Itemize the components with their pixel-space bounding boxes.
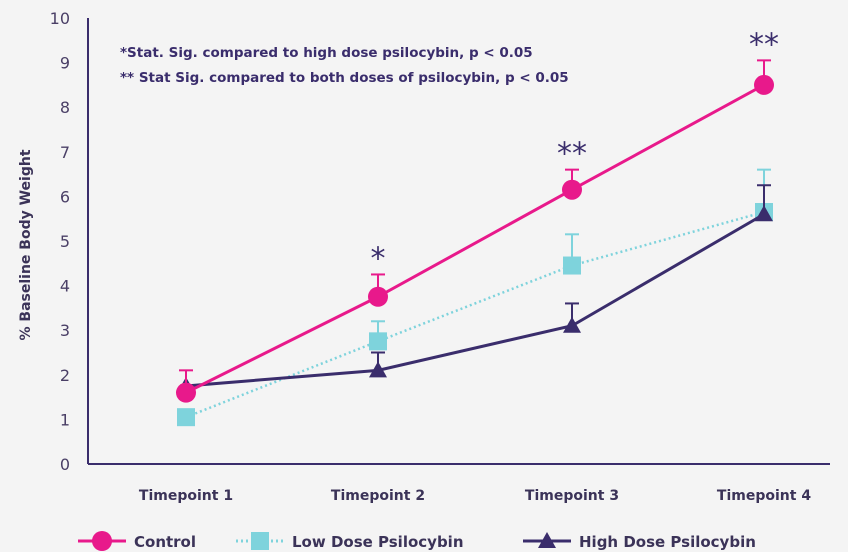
annotations: *Stat. Sig. compared to high dose psiloc… [120,45,569,86]
series-1 [177,168,773,427]
y-tick-label-8: 8 [60,98,70,117]
data-point-2-3 [755,205,773,222]
y-axis-label: % Baseline Body Weight [18,149,34,340]
y-tick-label-2: 2 [60,366,70,385]
data-point-2-2 [563,316,581,333]
y-tick-label-1: 1 [60,410,70,429]
data-point-1-2 [563,256,581,275]
legend-item-0: Control [78,531,196,551]
data-point-1-0 [177,408,195,427]
significance-marker-2: ** [557,137,587,172]
y-tick-label-9: 9 [60,54,70,73]
series-2 [177,184,773,393]
y-tick-label-5: 5 [60,232,70,251]
y-tick-label-0: 0 [60,455,70,474]
series-line-2 [185,212,765,388]
y-tick-label-10: 10 [50,9,70,28]
y-tick-label-6: 6 [60,187,70,206]
legend-marker-1 [251,532,269,550]
data-point-0-0 [176,382,196,403]
legend-label-2: High Dose Psilocybin [579,533,756,551]
series-0 [176,59,774,403]
x-tick-label-1: Timepoint 1 [139,488,233,504]
legend-label-0: Control [134,533,196,551]
series-layer [176,59,774,427]
x-tick-label-2: Timepoint 2 [331,488,425,504]
y-tick-label-3: 3 [60,321,70,340]
significance-marker-1: * [371,241,386,276]
legend: Control Low Dose Psilocybin High Dose Psil… [78,531,756,551]
significance-layer: ***** [371,27,780,276]
data-point-0-2 [562,179,582,200]
legend-marker-2 [538,532,556,548]
axes: 0 1 2 3 4 5 6 7 8 9 10 Timepoint 1 Timepoint 2 Timepo… [50,9,830,504]
data-point-0-3 [754,74,774,95]
series-line-0 [185,83,765,394]
y-tick-label-4: 4 [60,277,70,296]
annotation-double-star: ** Stat Sig. compared to both doses of p… [120,70,569,86]
data-point-2-1 [369,361,387,378]
x-tick-label-4: Timepoint 4 [717,488,811,504]
legend-marker-0 [92,531,112,551]
data-point-0-1 [368,286,388,307]
data-point-1-1 [369,332,387,351]
significance-marker-3: ** [749,27,779,62]
legend-item-2: High Dose Psilocybin [523,532,756,551]
series-line-1 [185,210,765,419]
y-tick-label-7: 7 [60,143,70,162]
legend-label-1: Low Dose Psilocybin [292,533,464,551]
legend-item-1: Low Dose Psilocybin [236,532,464,551]
annotation-single-star: *Stat. Sig. compared to high dose psiloc… [120,45,533,61]
x-tick-label-3: Timepoint 3 [525,488,619,504]
